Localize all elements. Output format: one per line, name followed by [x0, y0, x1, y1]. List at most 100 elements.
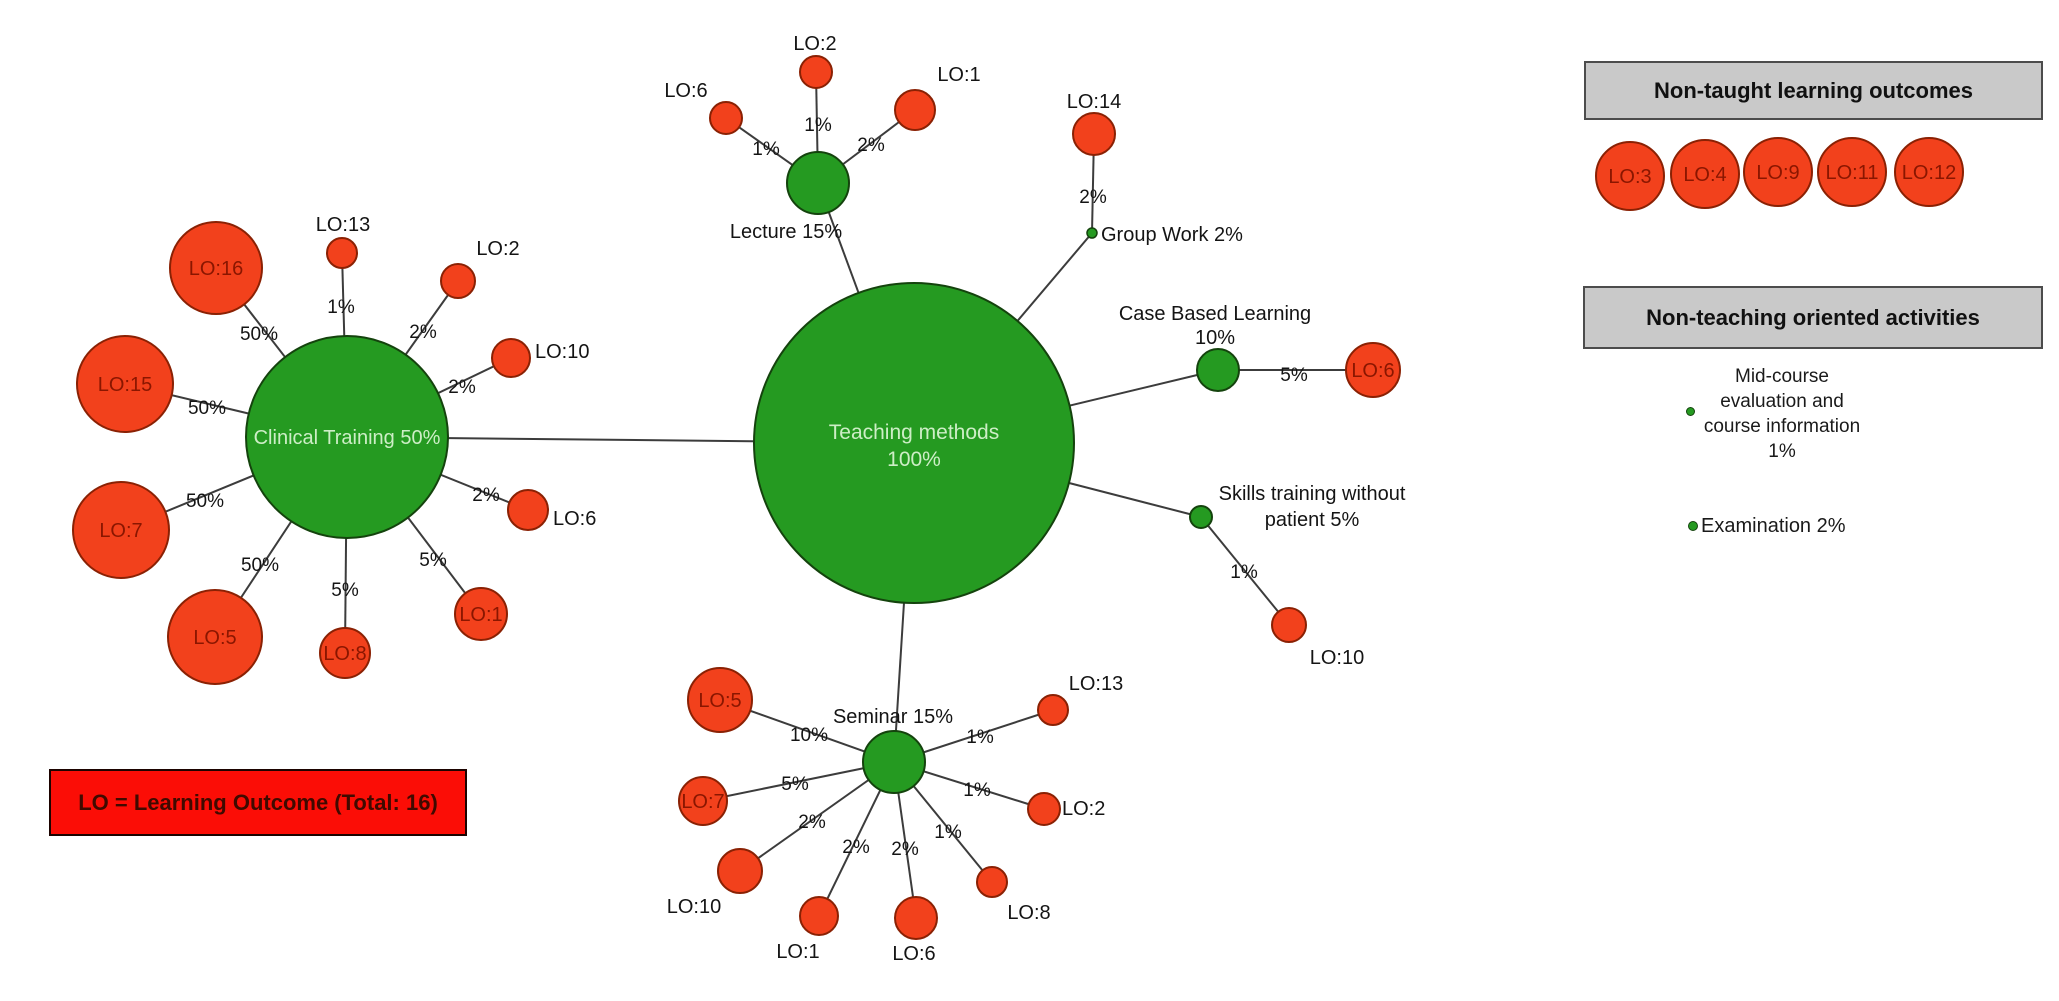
label-seminar-lo6: LO:6 [892, 943, 935, 965]
legend-box: LO = Learning Outcome (Total: 16) [49, 769, 467, 836]
node-group-work [1086, 227, 1098, 239]
edge-label-lecture-lecture-lo6: 1% [752, 139, 780, 160]
edge-label-seminar-seminar-lo10: 2% [798, 812, 826, 833]
label-lecture-lo2: LO:2 [793, 33, 836, 55]
label-seminar-lo2: LO:2 [1062, 798, 1105, 820]
node-skills-training [1189, 505, 1213, 529]
edge-label-lecture-lecture-lo1: 2% [857, 135, 885, 156]
node-seminar-lo5 [687, 667, 753, 733]
node-clinical-lo16 [169, 221, 263, 315]
label-seminar-lo5: LO:5 [698, 690, 741, 712]
label-clinical-lo15: LO:15 [98, 374, 152, 396]
edge-label-clinical-training-clinical-lo8: 5% [331, 580, 359, 601]
label-nontaught-lo11: LO:11 [1826, 162, 1879, 184]
midcourse-evaluation-line: Mid-course [1735, 366, 1829, 387]
edge-label-clinical-training-clinical-lo6: 2% [472, 485, 500, 506]
edge-label-clinical-training-clinical-lo16: 50% [240, 324, 278, 345]
node-nontaught-lo9 [1743, 137, 1813, 207]
node-groupwork-lo14 [1072, 112, 1116, 156]
node-clinical-lo8 [319, 627, 371, 679]
label-group-work: Group Work 2% [1101, 224, 1243, 246]
node-nontaught-lo3 [1595, 141, 1665, 211]
examination-dot-icon [1688, 521, 1698, 531]
midcourse-evaluation-line: course information [1703, 416, 1861, 437]
node-seminar-lo10 [717, 848, 763, 894]
label-nontaught-lo12: LO:12 [1902, 162, 1956, 184]
panel-header-non-teaching-label: Non-teaching oriented activities [1646, 304, 1980, 330]
label-clinical-lo16: LO:16 [189, 258, 243, 280]
label-clinical-lo13: LO:13 [316, 214, 370, 236]
label-seminar-lo8: LO:8 [1007, 902, 1050, 924]
edge-label-group-work-groupwork-lo14: 2% [1079, 187, 1107, 208]
edge-seminar-seminar-lo7 [702, 761, 895, 802]
midcourse-evaluation-dot-icon [1686, 407, 1695, 416]
edge-label-seminar-seminar-lo1: 2% [842, 837, 870, 858]
examination-item: Examination 2% [1688, 513, 1846, 539]
label-clinical-lo1: LO:1 [459, 604, 502, 626]
label-teaching-methods: Teaching methods [829, 421, 999, 444]
panel-header-non-taught-label: Non-taught learning outcomes [1654, 77, 1973, 103]
node-nontaught-lo4 [1670, 139, 1740, 209]
node-lecture-lo6 [709, 101, 743, 135]
label-seminar-lo1: LO:1 [776, 941, 819, 963]
label-nontaught-lo4: LO:4 [1683, 164, 1726, 186]
label-lecture-lo6: LO:6 [664, 80, 707, 102]
legend-text: LO = Learning Outcome (Total: 16) [78, 789, 438, 815]
label-case-based-learning: Case Based Learning [1119, 303, 1311, 325]
node-nontaught-lo12 [1894, 137, 1964, 207]
label-lecture-lo1: LO:1 [937, 64, 980, 86]
node-clinical-training [245, 335, 449, 539]
edge-label-clinical-training-clinical-lo1: 5% [419, 550, 447, 571]
node-lecture-lo1 [894, 89, 936, 131]
node-clinical-lo7 [72, 481, 170, 579]
node-clinical-lo1 [454, 587, 508, 641]
label-clinical-lo6: LO:6 [553, 508, 596, 530]
edge-label-lecture-lecture-lo2: 1% [804, 115, 832, 136]
label-nontaught-lo9: LO:9 [1756, 162, 1799, 184]
node-seminar-lo13 [1037, 694, 1069, 726]
label-cbl-lo6: LO:6 [1351, 360, 1394, 382]
node-lecture-lo2 [799, 55, 833, 89]
node-teaching-methods [753, 282, 1075, 604]
node-seminar-lo7 [678, 776, 728, 826]
edge-label-clinical-training-clinical-lo10: 2% [448, 377, 476, 398]
node-clinical-lo6 [507, 489, 549, 531]
node-clinical-lo2 [440, 263, 476, 299]
examination-label: Examination 2% [1701, 514, 1846, 537]
node-case-based-learning [1196, 348, 1240, 392]
edge-skills-training-skills-lo10 [1200, 516, 1290, 626]
label-seminar-lo10: LO:10 [667, 896, 721, 918]
label-clinical-training: Clinical Training 50% [254, 427, 441, 449]
label-seminar: Seminar 15% [833, 706, 953, 728]
edge-label-seminar-seminar-lo6: 2% [891, 839, 919, 860]
edge-label-clinical-training-clinical-lo13: 1% [327, 297, 355, 318]
label-seminar-lo7: LO:7 [681, 791, 724, 813]
node-clinical-lo15 [76, 335, 174, 433]
label-clinical-lo2: LO:2 [476, 238, 519, 260]
node-lecture [786, 151, 850, 215]
edge-label-seminar-seminar-lo2: 1% [963, 780, 991, 801]
label-clinical-lo8: LO:8 [323, 643, 366, 665]
edge-label-clinical-training-clinical-lo2: 2% [409, 322, 437, 343]
label-nontaught-lo3: LO:3 [1608, 166, 1651, 188]
midcourse-evaluation-line: evaluation and [1720, 391, 1844, 412]
label-groupwork-lo14: LO:14 [1067, 91, 1121, 113]
label-clinical-lo10: LO:10 [535, 341, 589, 363]
edge-label-case-based-learning-cbl-lo6: 5% [1280, 365, 1308, 386]
label-clinical-lo5: LO:5 [193, 627, 236, 649]
label-case-based-learning: 10% [1195, 327, 1235, 349]
edge-label-seminar-seminar-lo13: 1% [966, 727, 994, 748]
node-clinical-lo13 [326, 237, 358, 269]
node-clinical-lo10 [491, 338, 531, 378]
panel-header-non-taught: Non-taught learning outcomes [1584, 61, 2043, 120]
node-nontaught-lo11 [1817, 137, 1887, 207]
node-seminar-lo8 [976, 866, 1008, 898]
node-skills-lo10 [1271, 607, 1307, 643]
midcourse-evaluation-line: 1% [1768, 441, 1796, 462]
node-clinical-lo5 [167, 589, 263, 685]
node-seminar [862, 730, 926, 794]
node-seminar-lo2 [1027, 792, 1061, 826]
node-seminar-lo1 [799, 896, 839, 936]
